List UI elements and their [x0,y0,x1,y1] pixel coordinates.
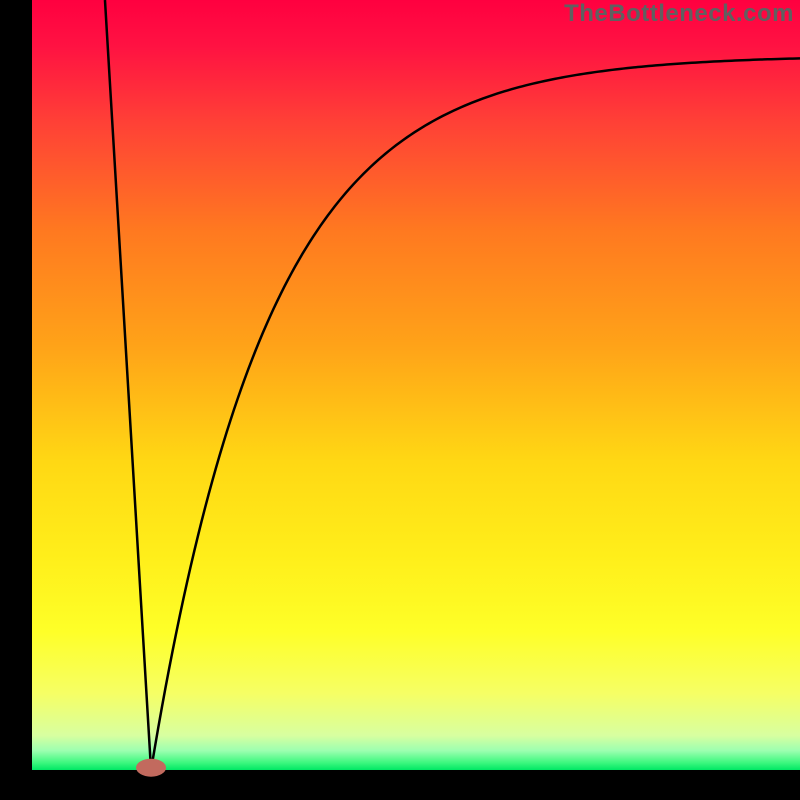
chart-svg [0,0,800,800]
bottleneck-chart: TheBottleneck.com [0,0,800,800]
plot-area-gradient [32,0,800,770]
optimal-point-marker [136,759,166,777]
watermark-text: TheBottleneck.com [564,0,794,28]
